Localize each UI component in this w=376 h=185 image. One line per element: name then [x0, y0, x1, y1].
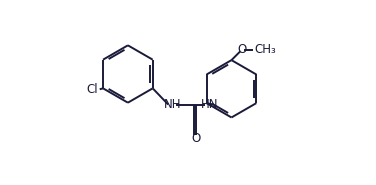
Text: O: O	[237, 43, 246, 56]
Text: Cl: Cl	[87, 83, 99, 96]
Text: HN: HN	[200, 98, 218, 111]
Text: NH: NH	[164, 98, 181, 111]
Text: O: O	[192, 132, 201, 145]
Text: CH₃: CH₃	[255, 43, 276, 56]
